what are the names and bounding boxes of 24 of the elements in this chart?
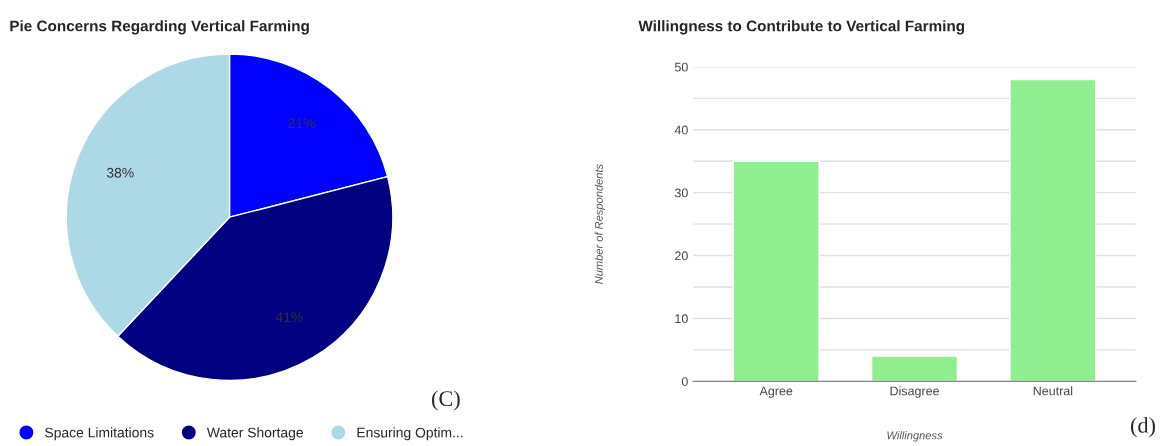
chart-title: Willingness to Contribute to Vertical Farming — [638, 20, 965, 35]
legend-label: Water Shortage — [206, 427, 303, 441]
x-tick-label: Disagree — [890, 386, 939, 398]
text: (d) — [1131, 417, 1155, 438]
data-label: 21% — [288, 118, 315, 129]
y-axis-title: Number of Respondents — [594, 164, 605, 284]
y-tick-label: 30 — [674, 188, 688, 198]
y-tick-label: 0 — [681, 377, 688, 386]
chart-title: Pie Concerns Regarding Vertical Farming — [10, 20, 309, 35]
y-tick-label: 10 — [675, 314, 688, 324]
text: (C) — [432, 390, 460, 411]
bar — [1009, 78, 1097, 382]
legend-label: Ensuring Optim... — [357, 427, 463, 441]
x-tick-label: Agree — [759, 386, 793, 398]
y-tick-label: 40 — [674, 125, 688, 135]
x-tick-label: Neutral — [1033, 386, 1073, 396]
y-tick-label: 20 — [675, 251, 688, 261]
bar — [732, 160, 820, 382]
data-label: 41% — [275, 312, 303, 323]
data-label: 38% — [106, 167, 134, 178]
y-tick-label: 50 — [674, 62, 688, 72]
bar — [870, 355, 959, 382]
x-axis-title: Willingness — [887, 431, 943, 442]
legend-label: Space Limitations — [45, 427, 154, 441]
